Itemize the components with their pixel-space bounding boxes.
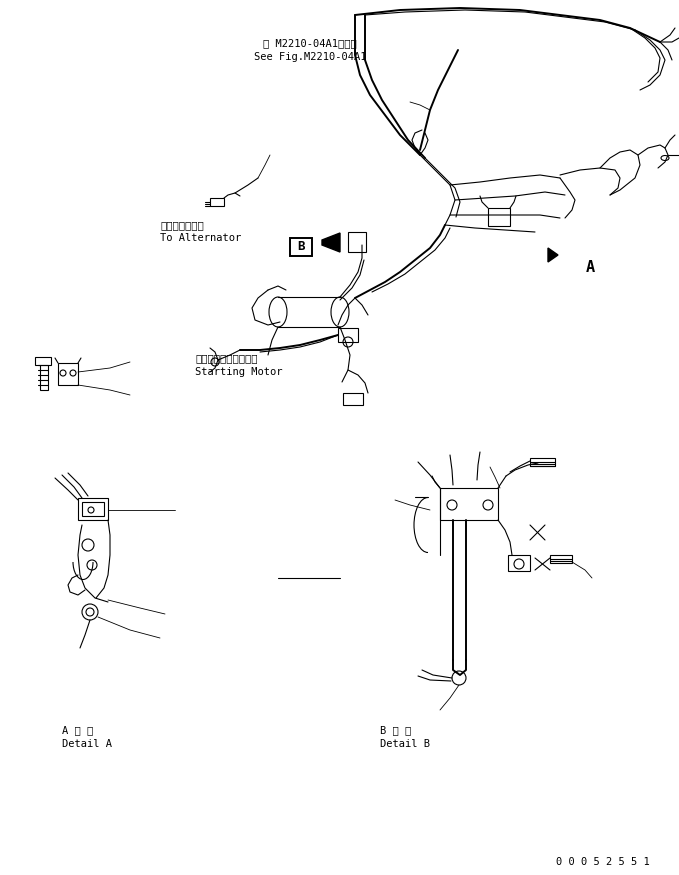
Bar (440, 488, 498, 520)
Bar (343, 393, 363, 405)
Bar (82, 502, 104, 516)
Text: B 詳 細: B 詳 細 (380, 725, 411, 735)
Text: To Alternator: To Alternator (160, 233, 241, 243)
Ellipse shape (331, 297, 349, 327)
Bar (508, 555, 530, 571)
Bar (40, 360, 48, 390)
Ellipse shape (661, 156, 669, 160)
Text: 第 M2210-04A1図参照: 第 M2210-04A1図参照 (263, 38, 357, 48)
Text: A 詳 細: A 詳 細 (62, 725, 93, 735)
Bar (290, 238, 312, 256)
Ellipse shape (269, 297, 287, 327)
Text: A: A (585, 261, 595, 276)
Text: スターティングモータ: スターティングモータ (195, 353, 257, 363)
Text: 0 0 0 5 2 5 5 1: 0 0 0 5 2 5 5 1 (556, 857, 650, 867)
Polygon shape (548, 248, 558, 262)
Text: B: B (297, 241, 305, 254)
Bar (58, 363, 78, 385)
Bar (348, 232, 366, 252)
Text: See Fig.M2210-04A1: See Fig.M2210-04A1 (254, 52, 366, 62)
Bar (338, 328, 358, 342)
Polygon shape (322, 233, 340, 252)
Bar (78, 498, 108, 520)
Bar (35, 357, 51, 365)
Text: Detail B: Detail B (380, 739, 430, 749)
Text: Detail A: Detail A (62, 739, 112, 749)
Text: オルタネータへ: オルタネータへ (160, 220, 204, 230)
Bar (550, 555, 572, 563)
Bar (530, 458, 555, 466)
Text: Starting Motor: Starting Motor (195, 367, 282, 377)
Bar (488, 208, 510, 226)
Bar (210, 198, 224, 206)
